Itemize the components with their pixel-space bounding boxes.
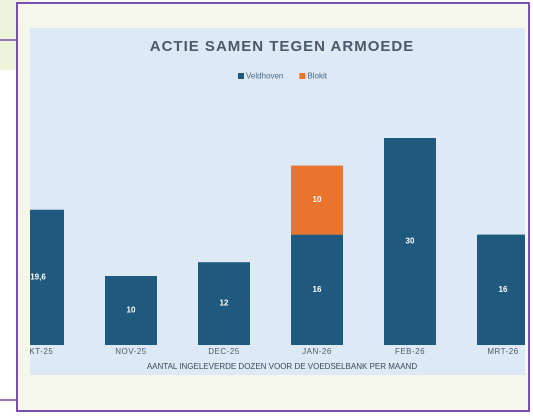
- data-label: 16: [313, 285, 322, 294]
- legend-swatch: [299, 73, 306, 79]
- data-label: 12: [220, 299, 229, 308]
- data-label: 10: [313, 195, 322, 204]
- data-label: 16: [499, 285, 508, 294]
- legend-label: Blokit: [307, 72, 327, 81]
- legend-label: Veldhoven: [246, 72, 283, 81]
- bar-segment: [384, 138, 436, 345]
- x-tick-label: DEC-25: [208, 347, 240, 356]
- x-axis-title: AANTAL INGELEVERDE DOZEN VOOR DE VOEDSEL…: [147, 362, 418, 371]
- data-label: 30: [406, 237, 415, 246]
- bar-segment: [477, 234, 525, 345]
- bar-segment: [198, 262, 250, 345]
- data-label: 19,6: [30, 272, 46, 281]
- bar-segment: [291, 234, 343, 345]
- bar-segment: [291, 165, 343, 235]
- x-tick-label: FEB-26: [395, 347, 425, 356]
- legend: Veldhoven Blokit: [238, 72, 328, 81]
- x-tick-label: MRT-26: [487, 347, 518, 356]
- bar-segment: [30, 209, 64, 345]
- x-tick-label: NOV-25: [115, 347, 147, 356]
- plot: OKT-25 19,6 NOV-25 10 DEC-25 12 JAN-26 16 10 FEB-…: [23, 138, 525, 356]
- bar-segment: [105, 276, 157, 345]
- chart-title: ACTIE SAMEN TEGEN ARMOEDE: [150, 38, 414, 55]
- data-label: 10: [127, 306, 136, 315]
- legend-swatch: [238, 73, 244, 79]
- x-tick-label: OKT-25: [23, 347, 54, 356]
- x-tick-label: JAN-26: [302, 347, 332, 356]
